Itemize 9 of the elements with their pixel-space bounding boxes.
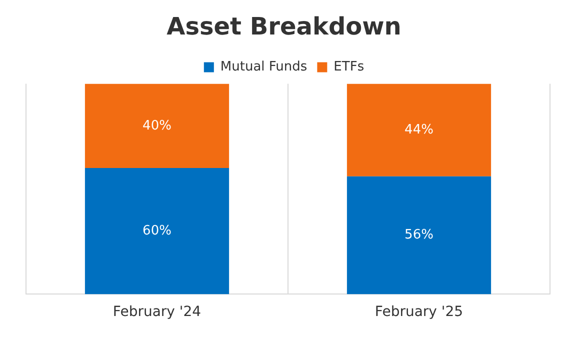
legend-label: ETFs bbox=[334, 60, 364, 75]
data-label: 40% bbox=[142, 118, 172, 134]
x-tick-label: February '24 bbox=[112, 304, 202, 320]
chart-title: Asset Breakdown bbox=[166, 12, 402, 41]
legend-label: Mutual Funds bbox=[220, 60, 308, 75]
x-tick-label: February '25 bbox=[374, 304, 464, 320]
data-label: 60% bbox=[142, 223, 172, 238]
data-label: 44% bbox=[404, 122, 434, 138]
data-label: 56% bbox=[404, 228, 434, 243]
